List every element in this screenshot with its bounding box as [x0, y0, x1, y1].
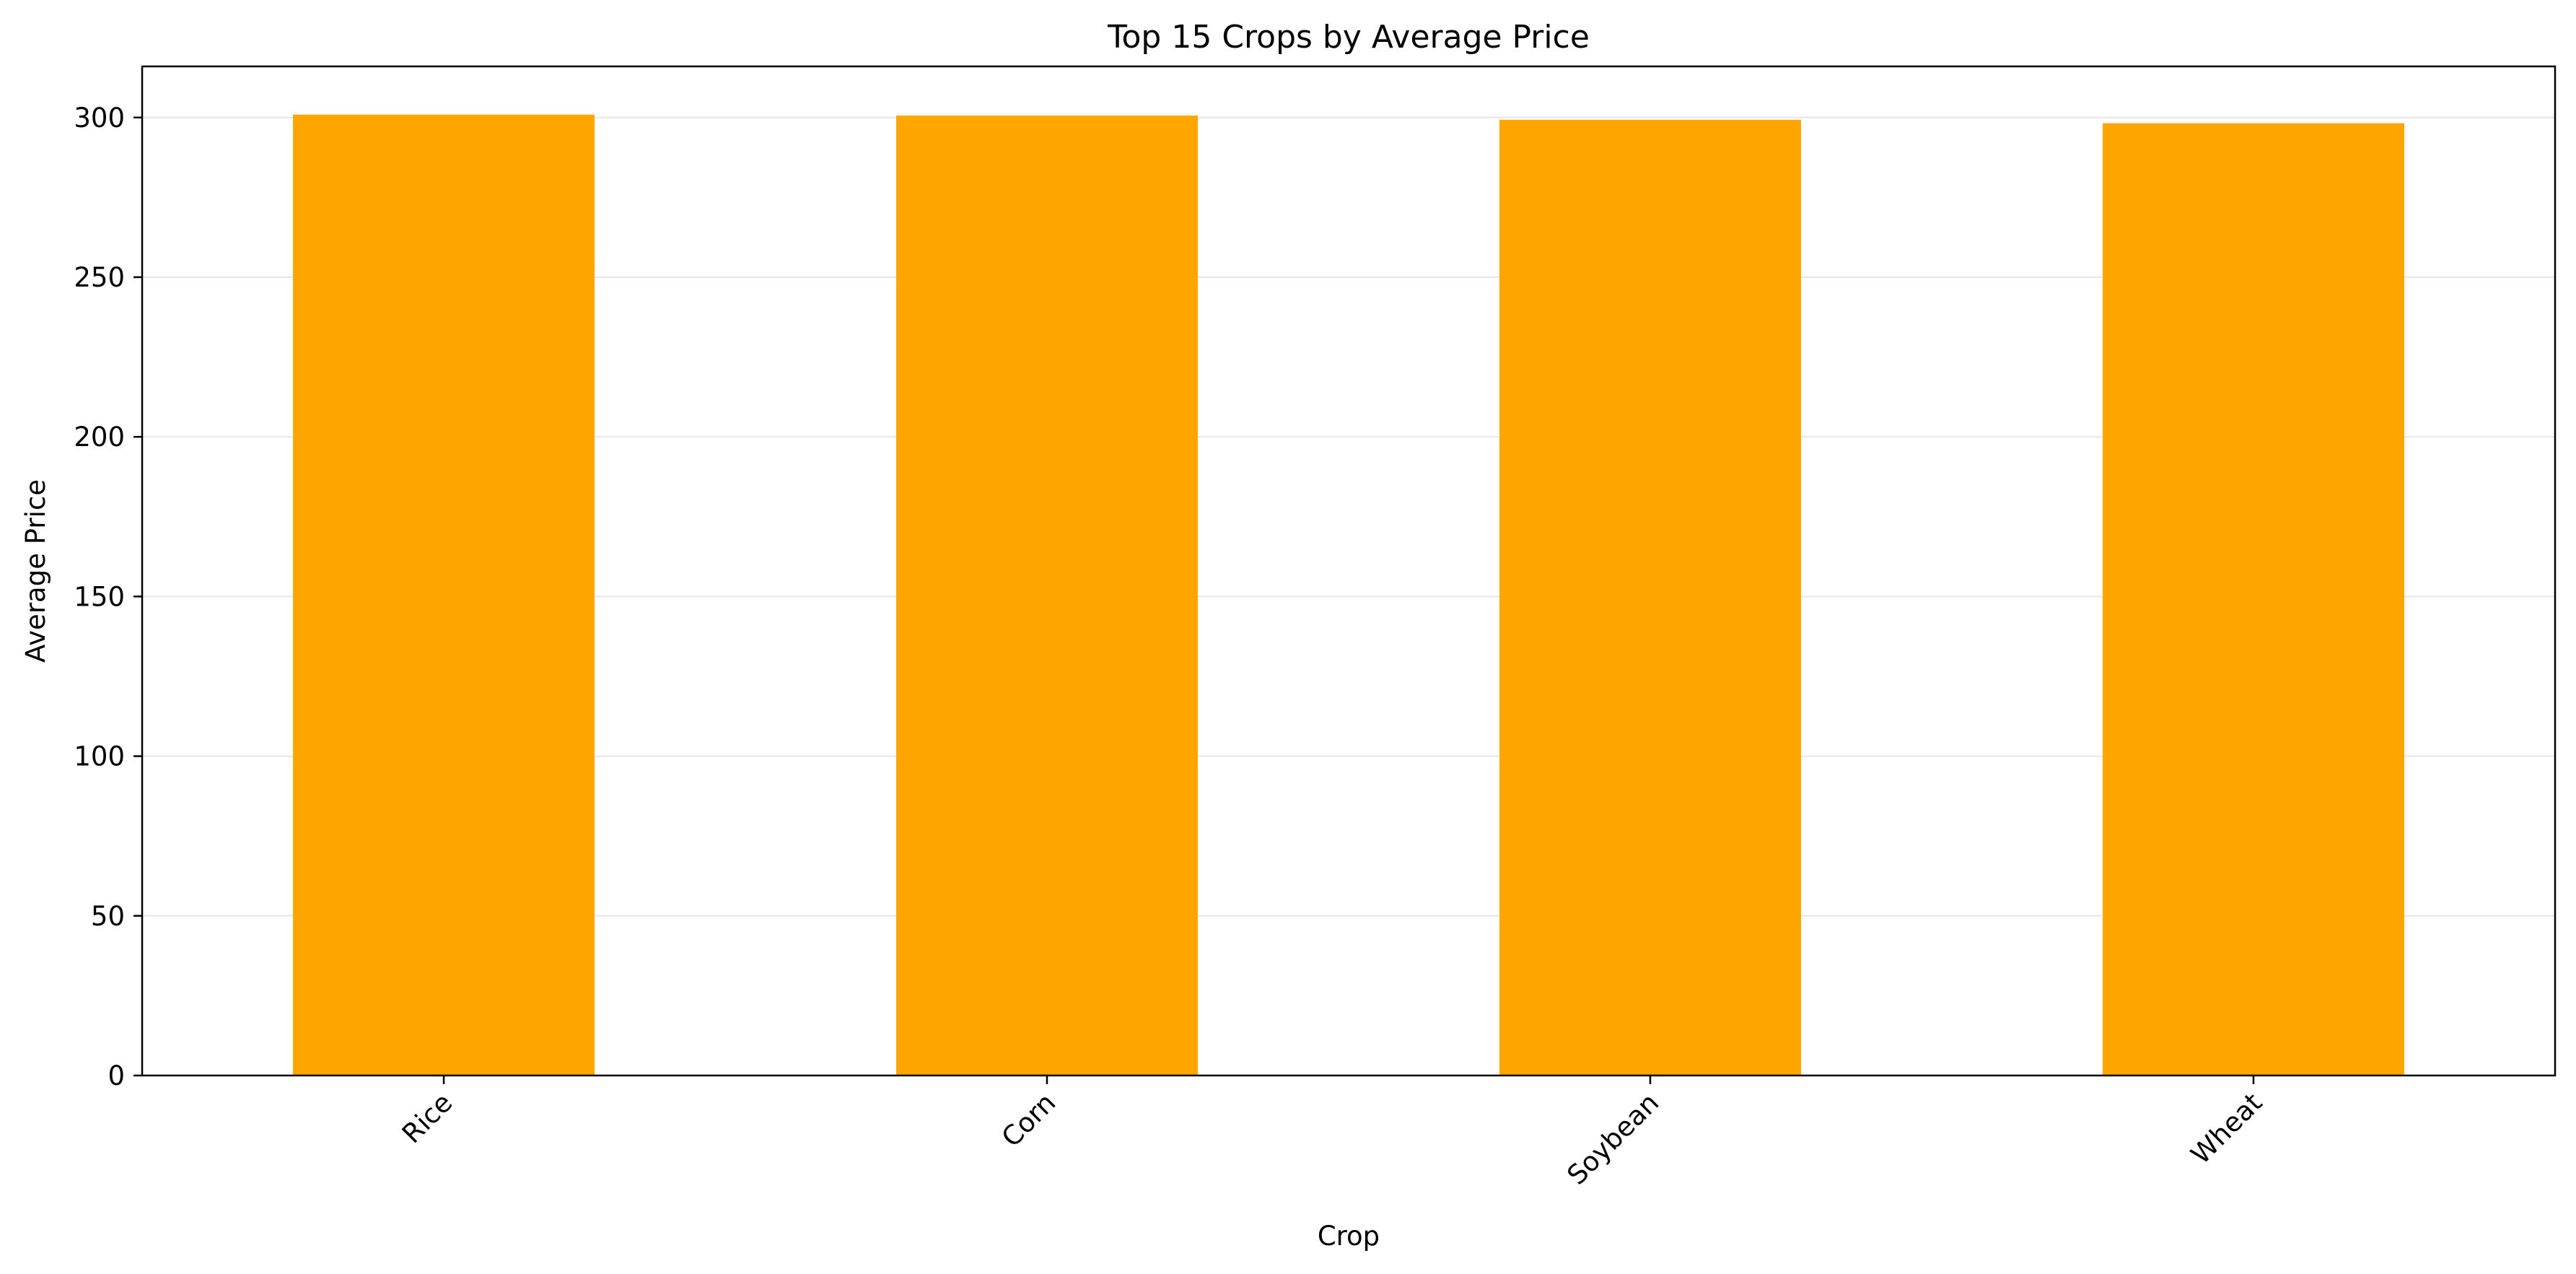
- y-tick-label: 150: [74, 581, 125, 612]
- plot-frame: [141, 65, 2557, 1077]
- x-tick-label-rice: Rice: [396, 1087, 458, 1149]
- x-tick-label-corn: Corn: [996, 1087, 1062, 1153]
- y-tick-label: 250: [74, 262, 125, 293]
- x-axis-ticks: Rice Corn Soybean Wheat: [396, 1076, 2268, 1191]
- chart-title: Top 15 Crops by Average Price: [1107, 19, 1590, 56]
- y-tick-label: 200: [74, 422, 125, 453]
- x-tick-label-wheat: Wheat: [2185, 1087, 2268, 1170]
- y-axis-ticks: 0 50 100 150 200 250 300: [74, 102, 142, 1091]
- bars: [293, 114, 2404, 1076]
- x-axis-label: Crop: [1318, 1221, 1380, 1252]
- bar-corn: [896, 115, 1198, 1076]
- bar-rice: [293, 114, 595, 1076]
- y-tick-label: 100: [74, 741, 125, 772]
- y-tick-label: 0: [108, 1060, 125, 1091]
- y-axis-label: Average Price: [20, 479, 51, 663]
- x-tick-label-soybean: Soybean: [1561, 1087, 1665, 1191]
- bar-wheat: [2103, 123, 2404, 1076]
- y-tick-label: 300: [74, 102, 125, 134]
- bar-soybean: [1499, 119, 1801, 1076]
- y-tick-label: 50: [91, 901, 125, 932]
